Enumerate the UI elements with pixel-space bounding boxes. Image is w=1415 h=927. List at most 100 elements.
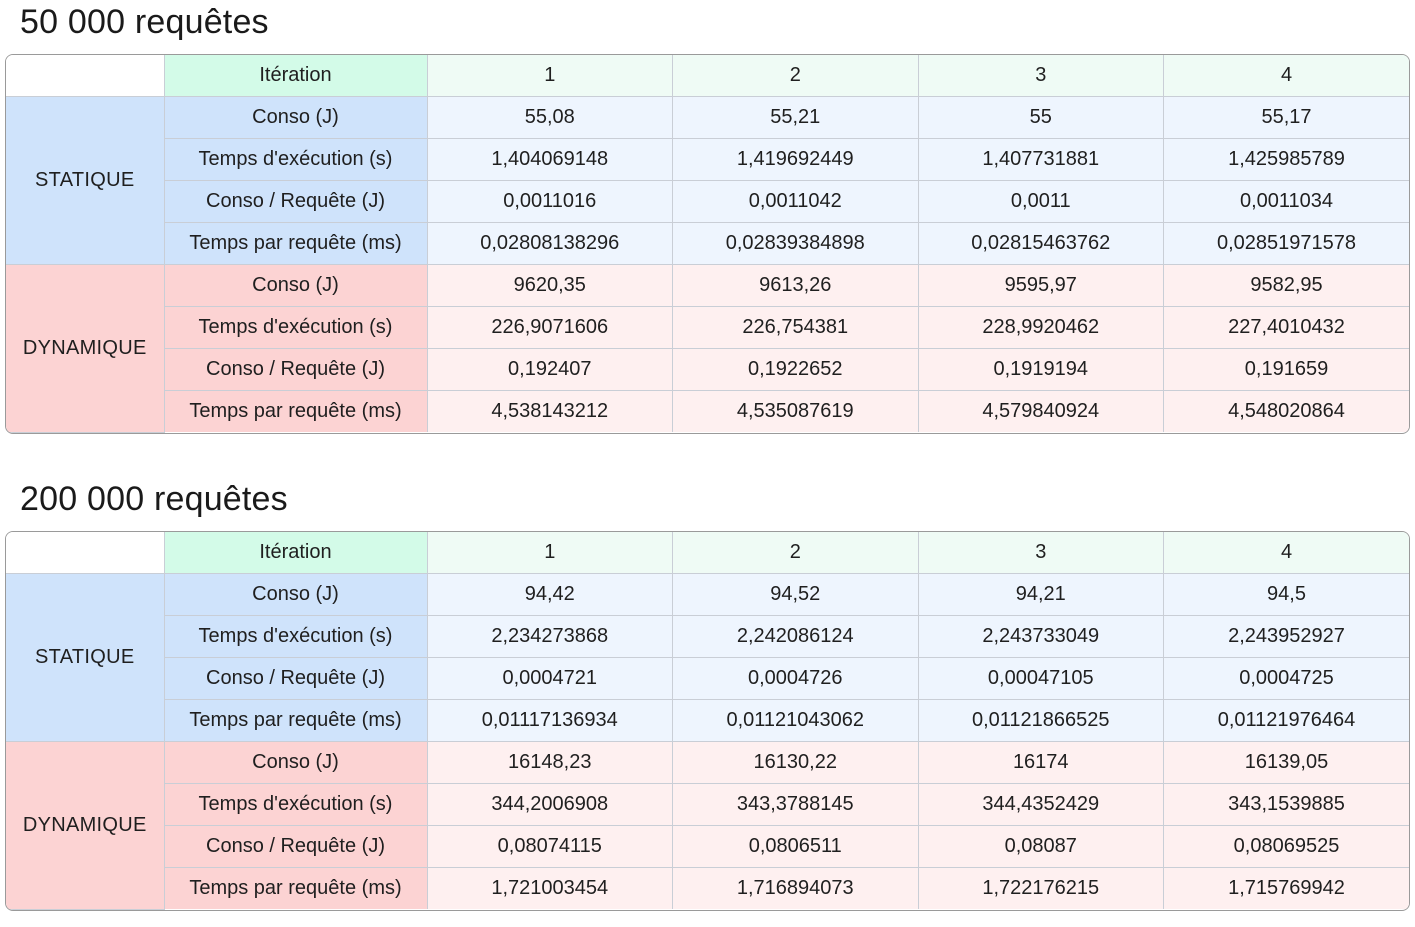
table-cell: 55,17 bbox=[1163, 96, 1409, 139]
row-label: Temps d'exécution (s) bbox=[164, 615, 428, 658]
table-cell: 4,535087619 bbox=[672, 390, 919, 432]
row-label: Temps par requête (ms) bbox=[164, 222, 428, 265]
table-cell: 343,3788145 bbox=[672, 783, 919, 826]
table-cell: 0,02851971578 bbox=[1163, 222, 1409, 265]
table-cell: 94,5 bbox=[1163, 573, 1409, 616]
table-row: Conso / Requête (J) 0,0004721 0,0004726 … bbox=[6, 657, 1409, 700]
row-label: Conso (J) bbox=[164, 264, 428, 307]
table-cell: 0,01121976464 bbox=[1163, 699, 1409, 742]
table-cell: 0,00047105 bbox=[918, 657, 1164, 700]
table-cell: 0,0004725 bbox=[1163, 657, 1409, 700]
table-row: STATIQUE Conso (J) 94,42 94,52 94,21 94,… bbox=[6, 573, 1409, 742]
header-iteration-1: 1 bbox=[427, 532, 673, 574]
table-header-row: Itération 1 2 3 4 bbox=[6, 532, 1409, 574]
results-table: Itération 1 2 3 4 STATIQUE Conso (J) 55,… bbox=[5, 54, 1410, 434]
table-cell: 0,02808138296 bbox=[427, 222, 673, 265]
table-cell: 55 bbox=[918, 96, 1164, 139]
table-row: Temps d'exécution (s) 1,404069148 1,4196… bbox=[6, 138, 1409, 181]
row-label: Conso (J) bbox=[164, 741, 428, 784]
section-title: 200 000 requêtes bbox=[20, 480, 288, 518]
table-cell: 0,1919194 bbox=[918, 348, 1164, 391]
table-cell: 226,754381 bbox=[672, 306, 919, 349]
table-cell: 344,2006908 bbox=[427, 783, 673, 826]
table-cell: 0,0011016 bbox=[427, 180, 673, 223]
table-cell: 0,02815463762 bbox=[918, 222, 1164, 265]
table-row: Temps d'exécution (s) 2,234273868 2,2420… bbox=[6, 615, 1409, 658]
table-cell: 9595,97 bbox=[918, 264, 1164, 307]
header-iteration-label: Itération bbox=[164, 55, 428, 97]
row-label: Conso / Requête (J) bbox=[164, 180, 428, 223]
table-cell: 0,0011 bbox=[918, 180, 1164, 223]
table-cell: 1,721003454 bbox=[427, 867, 673, 909]
table-cell: 227,4010432 bbox=[1163, 306, 1409, 349]
row-label: Temps d'exécution (s) bbox=[164, 306, 428, 349]
table-cell: 4,538143212 bbox=[427, 390, 673, 432]
row-label: Conso / Requête (J) bbox=[164, 657, 428, 700]
table-cell: 94,21 bbox=[918, 573, 1164, 616]
table-cell: 0,0806511 bbox=[672, 825, 919, 868]
section-title: 50 000 requêtes bbox=[20, 3, 269, 41]
table-cell: 9613,26 bbox=[672, 264, 919, 307]
table-cell: 0,1922652 bbox=[672, 348, 919, 391]
header-iteration-label: Itération bbox=[164, 532, 428, 574]
table-cell: 1,407731881 bbox=[918, 138, 1164, 181]
table-cell: 1,715769942 bbox=[1163, 867, 1409, 909]
table-cell: 94,42 bbox=[427, 573, 673, 616]
table-row: DYNAMIQUE Conso (J) 16148,23 16130,22 16… bbox=[6, 741, 1409, 910]
table-cell: 1,404069148 bbox=[427, 138, 673, 181]
table-row: Temps par requête (ms) 0,01117136934 0,0… bbox=[6, 699, 1409, 742]
row-label: Temps par requête (ms) bbox=[164, 699, 428, 742]
row-label: Temps par requête (ms) bbox=[164, 867, 428, 909]
table-header-row: Itération 1 2 3 4 bbox=[6, 55, 1409, 97]
table-cell: 0,191659 bbox=[1163, 348, 1409, 391]
table-cell: 1,419692449 bbox=[672, 138, 919, 181]
table-cell: 0,01121043062 bbox=[672, 699, 919, 742]
table-cell: 0,08074115 bbox=[427, 825, 673, 868]
row-label: Conso (J) bbox=[164, 96, 428, 139]
header-iteration-4: 4 bbox=[1163, 55, 1409, 97]
table-cell: 0,0004726 bbox=[672, 657, 919, 700]
results-table-grid: Itération 1 2 3 4 STATIQUE Conso (J) 94,… bbox=[6, 532, 1409, 910]
table-row: Temps par requête (ms) 4,538143212 4,535… bbox=[6, 390, 1409, 432]
table-cell: 1,716894073 bbox=[672, 867, 919, 909]
table-cell: 0,192407 bbox=[427, 348, 673, 391]
table-cell: 4,548020864 bbox=[1163, 390, 1409, 432]
group-label-statique: STATIQUE bbox=[6, 96, 165, 265]
table-cell: 0,01117136934 bbox=[427, 699, 673, 742]
table-cell: 0,01121866525 bbox=[918, 699, 1164, 742]
table-cell: 0,08069525 bbox=[1163, 825, 1409, 868]
table-cell: 2,242086124 bbox=[672, 615, 919, 658]
table-cell: 0,0011042 bbox=[672, 180, 919, 223]
table-cell: 16130,22 bbox=[672, 741, 919, 784]
table-corner-cell bbox=[6, 532, 165, 574]
header-iteration-1: 1 bbox=[427, 55, 673, 97]
table-cell: 0,08087 bbox=[918, 825, 1164, 868]
table-row: STATIQUE Conso (J) 55,08 55,21 55 55,17 bbox=[6, 96, 1409, 265]
row-label: Conso (J) bbox=[164, 573, 428, 616]
table-cell: 16139,05 bbox=[1163, 741, 1409, 784]
table-cell: 4,579840924 bbox=[918, 390, 1164, 432]
group-label-dynamique: DYNAMIQUE bbox=[6, 741, 165, 910]
table-cell: 16174 bbox=[918, 741, 1164, 784]
table-cell: 55,08 bbox=[427, 96, 673, 139]
table-row: Conso / Requête (J) 0,08074115 0,0806511… bbox=[6, 825, 1409, 868]
header-iteration-2: 2 bbox=[672, 532, 919, 574]
table-cell: 1,722176215 bbox=[918, 867, 1164, 909]
header-iteration-2: 2 bbox=[672, 55, 919, 97]
row-label: Temps par requête (ms) bbox=[164, 390, 428, 432]
table-corner-cell bbox=[6, 55, 165, 97]
results-table-grid: Itération 1 2 3 4 STATIQUE Conso (J) 55,… bbox=[6, 55, 1409, 433]
table-cell: 9582,95 bbox=[1163, 264, 1409, 307]
row-label: Conso / Requête (J) bbox=[164, 348, 428, 391]
table-row: Temps d'exécution (s) 344,2006908 343,37… bbox=[6, 783, 1409, 826]
table-row: Conso / Requête (J) 0,0011016 0,0011042 … bbox=[6, 180, 1409, 223]
header-iteration-3: 3 bbox=[918, 532, 1164, 574]
table-row: Temps d'exécution (s) 226,9071606 226,75… bbox=[6, 306, 1409, 349]
table-cell: 0,02839384898 bbox=[672, 222, 919, 265]
table-cell: 2,234273868 bbox=[427, 615, 673, 658]
table-cell: 228,9920462 bbox=[918, 306, 1164, 349]
table-row: Temps par requête (ms) 1,721003454 1,716… bbox=[6, 867, 1409, 909]
header-iteration-4: 4 bbox=[1163, 532, 1409, 574]
row-label: Temps d'exécution (s) bbox=[164, 138, 428, 181]
header-iteration-3: 3 bbox=[918, 55, 1164, 97]
